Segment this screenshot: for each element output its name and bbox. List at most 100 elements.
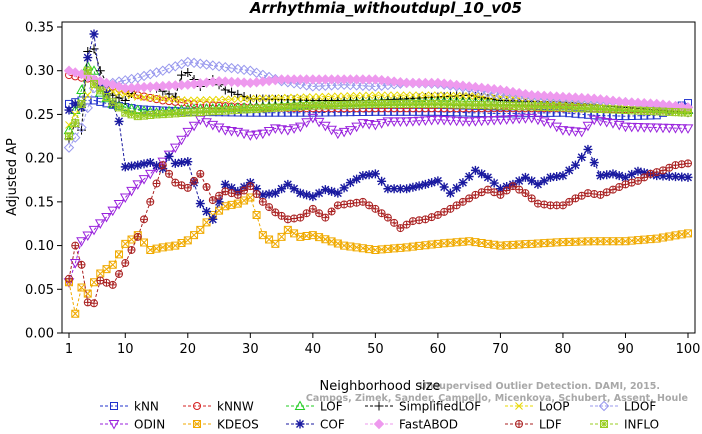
data-point bbox=[202, 206, 212, 216]
data-point bbox=[390, 91, 398, 100]
data-point bbox=[283, 93, 292, 102]
data-point bbox=[127, 245, 136, 254]
data-point bbox=[83, 66, 92, 75]
data-point bbox=[83, 91, 92, 100]
data-point bbox=[365, 91, 373, 100]
data-point bbox=[427, 91, 436, 100]
data-point bbox=[488, 84, 500, 95]
x-tick-label: 100 bbox=[676, 342, 701, 357]
data-point bbox=[195, 199, 205, 209]
x-tick-label: 40 bbox=[305, 342, 322, 357]
data-point bbox=[290, 93, 298, 102]
data-point bbox=[315, 209, 324, 218]
data-point bbox=[320, 185, 330, 195]
data-point bbox=[83, 289, 92, 298]
data-point bbox=[471, 108, 480, 117]
data-point bbox=[108, 420, 120, 430]
data-point bbox=[270, 188, 280, 198]
data-point bbox=[252, 210, 261, 219]
data-point bbox=[314, 188, 324, 198]
data-point bbox=[452, 201, 461, 210]
data-point bbox=[595, 94, 606, 105]
data-point bbox=[233, 95, 242, 103]
data-point bbox=[232, 127, 244, 138]
data-point bbox=[563, 126, 575, 137]
data-point bbox=[351, 122, 362, 133]
data-point bbox=[457, 117, 469, 127]
data-point bbox=[183, 96, 192, 105]
data-point bbox=[251, 130, 262, 141]
data-point bbox=[152, 179, 161, 188]
data-point bbox=[627, 169, 637, 179]
legend-item-ldof: LDOF bbox=[590, 400, 656, 414]
data-point bbox=[119, 193, 131, 204]
data-point bbox=[269, 124, 281, 134]
y-axis-label: Adjusted AP bbox=[5, 138, 20, 216]
data-point bbox=[496, 109, 505, 118]
data-point bbox=[121, 259, 130, 268]
data-point bbox=[69, 259, 81, 269]
data-point bbox=[446, 204, 455, 213]
data-point bbox=[390, 218, 399, 227]
legend-label: LDOF bbox=[624, 400, 656, 414]
legend-item-inflo: INFLO bbox=[590, 418, 659, 432]
data-point bbox=[513, 114, 525, 125]
data-point bbox=[164, 151, 174, 161]
data-point bbox=[451, 79, 462, 91]
data-point bbox=[483, 172, 493, 182]
data-point bbox=[202, 96, 211, 104]
y-tick-label: 0.00 bbox=[25, 327, 54, 342]
data-point bbox=[601, 118, 613, 128]
data-point bbox=[358, 171, 368, 181]
data-point bbox=[258, 197, 267, 206]
data-point bbox=[452, 91, 461, 100]
data-point bbox=[208, 196, 217, 205]
data-point bbox=[470, 117, 481, 127]
data-point bbox=[294, 122, 306, 133]
data-point bbox=[670, 124, 681, 134]
data-point bbox=[70, 99, 80, 109]
data-point bbox=[188, 57, 200, 69]
data-point bbox=[110, 402, 118, 410]
y-axis: 0.00 0.05 0.10 0.15 0.20 0.25 0.30 0.35 bbox=[25, 21, 62, 342]
data-point bbox=[626, 122, 638, 133]
data-point bbox=[663, 123, 675, 134]
data-point bbox=[527, 194, 536, 203]
data-point bbox=[558, 171, 568, 181]
y-tick-label: 0.35 bbox=[25, 21, 54, 36]
data-point bbox=[489, 178, 499, 188]
data-point bbox=[502, 109, 511, 118]
data-point bbox=[214, 197, 224, 207]
data-point bbox=[515, 420, 524, 428]
legend-label: COF bbox=[320, 418, 345, 432]
data-point bbox=[213, 123, 225, 134]
data-point bbox=[240, 95, 248, 103]
legend-item-kdeos: KDEOS bbox=[183, 418, 259, 432]
data-point bbox=[263, 127, 275, 137]
data-point bbox=[395, 184, 405, 194]
data-point bbox=[682, 124, 694, 134]
data-point bbox=[570, 160, 580, 170]
data-point bbox=[520, 114, 531, 124]
x-tick-label: 30 bbox=[242, 342, 259, 357]
data-point bbox=[252, 189, 261, 198]
data-point bbox=[88, 225, 100, 236]
data-point bbox=[151, 67, 162, 78]
series-kdeos bbox=[65, 193, 692, 318]
data-point bbox=[196, 169, 205, 178]
data-point bbox=[277, 93, 286, 102]
data-point bbox=[240, 186, 249, 195]
data-point bbox=[252, 94, 261, 103]
data-point bbox=[77, 125, 87, 135]
data-point bbox=[258, 190, 268, 200]
data-point bbox=[288, 124, 300, 134]
data-point bbox=[364, 170, 374, 180]
legend-label: KDEOS bbox=[217, 418, 259, 432]
data-point bbox=[140, 93, 148, 102]
series-ldf bbox=[65, 159, 693, 308]
data-point bbox=[598, 400, 610, 412]
data-point bbox=[215, 191, 224, 200]
data-point bbox=[464, 172, 474, 182]
data-point bbox=[120, 95, 130, 105]
